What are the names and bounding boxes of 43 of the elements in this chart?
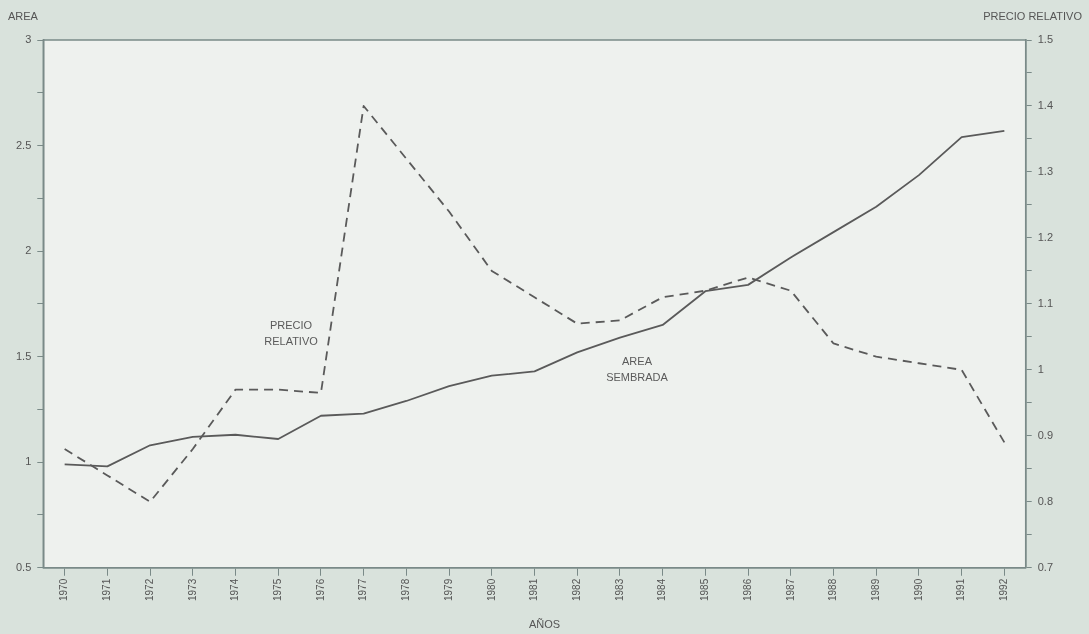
x-tick-label: 1992 <box>998 578 1010 601</box>
y2-tick-label: 0.7 <box>1037 560 1054 573</box>
series-label: AREA SEMBRADA <box>606 354 669 383</box>
x-tick-label: 1970 <box>58 578 70 601</box>
y2-tick-label: 1.4 <box>1037 99 1054 111</box>
x-tick-label: 1978 <box>400 578 412 601</box>
x-tick-label: 1972 <box>143 578 155 601</box>
x-tick-label: 1990 <box>912 578 924 601</box>
x-tick-label: 1974 <box>229 578 241 601</box>
x-tick-label: 1991 <box>955 578 967 601</box>
x-tick-label: 1975 <box>271 578 283 601</box>
y-tick-label: 2.5 <box>15 138 32 151</box>
y2-tick-label: 1.5 <box>1037 33 1054 46</box>
x-tick-label: 1976 <box>314 578 326 601</box>
x-tick-label: 1988 <box>827 578 839 601</box>
x-tick-label: 1977 <box>357 578 369 601</box>
x-tick-label: 1980 <box>485 578 497 601</box>
x-tick-label: 1989 <box>869 578 881 601</box>
x-tick-label: 1981 <box>528 578 540 601</box>
y-tick-label: 1.5 <box>15 349 32 362</box>
x-axis-title: AÑOS <box>528 618 561 630</box>
x-tick-label: 1987 <box>784 578 796 601</box>
y-axis-title: AREA <box>8 10 39 22</box>
y2-tick-label: 1 <box>1037 362 1044 375</box>
y-tick-label: 1 <box>25 455 32 468</box>
y2-tick-label: 0.8 <box>1037 494 1054 507</box>
y2-tick-label: 0.9 <box>1037 428 1054 441</box>
x-tick-label: 1982 <box>570 578 582 601</box>
x-tick-label: 1971 <box>101 578 113 601</box>
y2-axis-title: PRECIO RELATIVO <box>983 10 1083 22</box>
y-tick-label: 2 <box>25 244 32 257</box>
y-tick-label: 0.5 <box>15 560 32 573</box>
y2-tick-label: 1.3 <box>1037 164 1054 177</box>
x-tick-label: 1983 <box>613 578 625 601</box>
x-tick-label: 1973 <box>186 578 198 601</box>
x-tick-label: 1985 <box>699 578 711 601</box>
x-tick-label: 1986 <box>741 578 753 601</box>
y2-tick-label: 1.2 <box>1037 230 1054 243</box>
x-tick-label: 1984 <box>656 578 668 601</box>
y2-tick-label: 1.1 <box>1037 296 1054 309</box>
series-label: PRECIO RELATIVO <box>264 318 319 347</box>
x-tick-label: 1979 <box>442 578 454 601</box>
y-tick-label: 3 <box>25 33 32 46</box>
